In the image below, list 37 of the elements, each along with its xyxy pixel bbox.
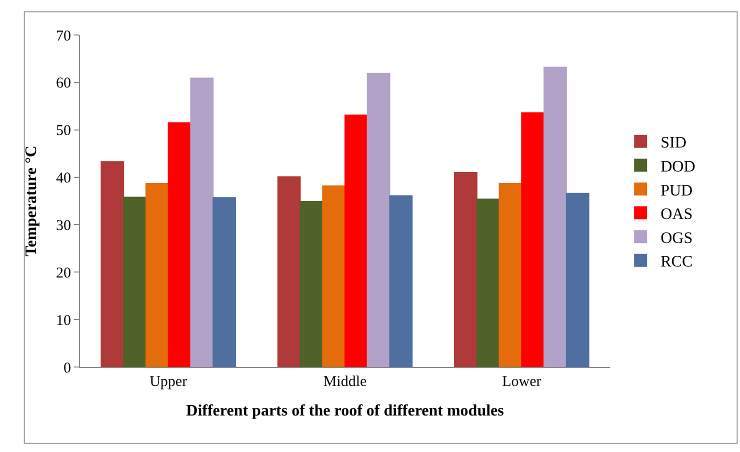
bar	[145, 182, 169, 367]
y-tick-label: 30	[56, 218, 71, 234]
bar	[521, 112, 545, 367]
x-tick-label: Middle	[323, 374, 367, 390]
legend-label: SID	[660, 134, 686, 152]
x-tick-label: Upper	[150, 374, 188, 390]
legend-label: DOD	[660, 158, 696, 176]
y-tick-label: 20	[56, 265, 71, 282]
bar	[454, 172, 478, 367]
bar	[476, 198, 500, 367]
legend-label: RCC	[660, 254, 693, 271]
bar	[300, 200, 324, 367]
bar	[389, 195, 413, 367]
y-tick-label: 0	[64, 360, 71, 376]
x-axis-title: Different parts of the roof of different modules	[186, 402, 504, 420]
legend-label: OGS	[660, 230, 693, 247]
bar	[190, 78, 214, 367]
y-tick-label: 60	[56, 76, 71, 92]
bar	[366, 72, 390, 367]
x-tick-label: Lower	[502, 374, 542, 390]
y-tick-label: 50	[56, 123, 71, 140]
bar	[212, 197, 236, 367]
bar	[100, 161, 124, 367]
bar	[277, 176, 301, 367]
bar	[566, 192, 590, 367]
legend-label: PUD	[660, 182, 693, 200]
y-axis-title: Temperature °C	[22, 146, 40, 256]
bar	[344, 114, 368, 367]
bar	[498, 182, 522, 367]
bar	[544, 66, 567, 367]
bar	[168, 122, 192, 367]
y-tick-label: 70	[56, 28, 71, 44]
bar	[123, 196, 146, 367]
y-tick-label: 40	[56, 170, 71, 187]
y-tick-label: 10	[56, 312, 71, 329]
legend-label: OAS	[660, 206, 693, 224]
bar	[322, 185, 346, 367]
